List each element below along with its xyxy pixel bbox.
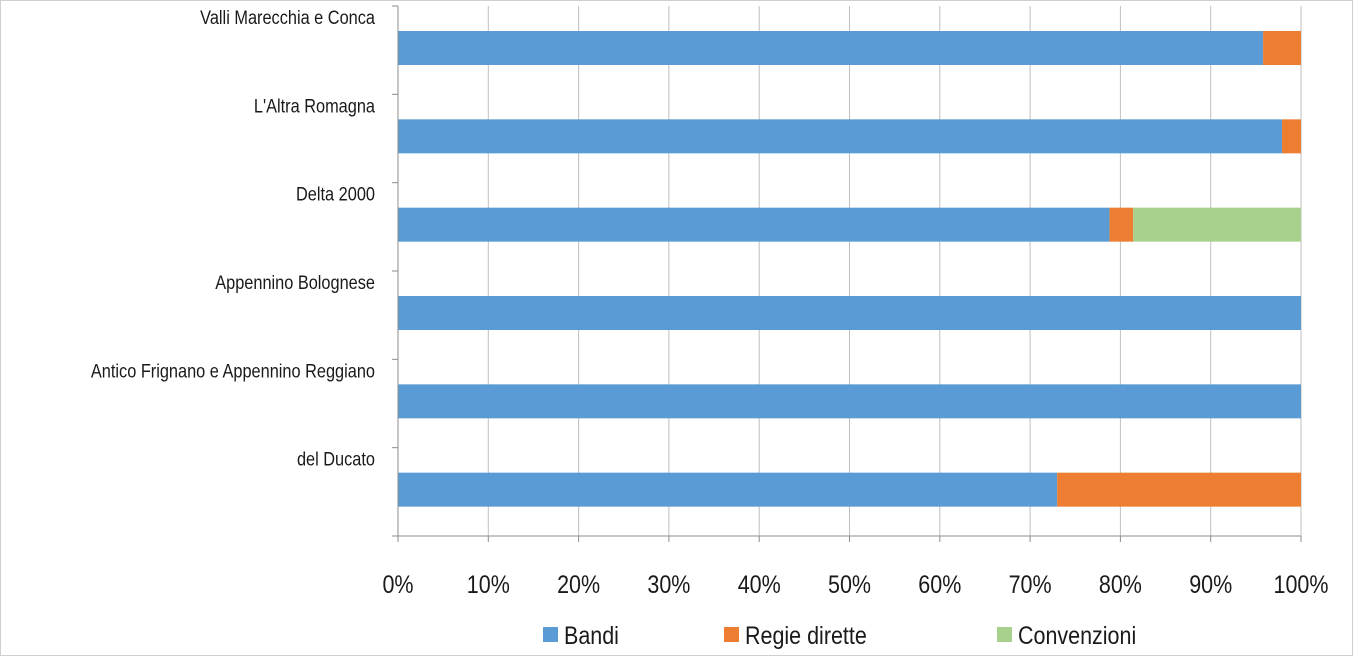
- category-label: Valli Marecchia e Conca: [200, 7, 375, 28]
- legend: Bandi Regie dirette Convenzioni: [543, 621, 1136, 649]
- bar-regie-dirette: [1057, 472, 1301, 507]
- x-tick-labels: 0% 10% 20% 30% 40% 50% 60% 70% 80% 90% 100%: [382, 570, 1328, 598]
- bar-convenzioni: [1133, 207, 1301, 242]
- bar-bandi: [398, 472, 1058, 507]
- category-label: Delta 2000: [296, 184, 375, 205]
- legend-label: Bandi: [564, 621, 619, 649]
- gridlines: [487, 6, 1302, 536]
- bar-bandi: [398, 207, 1110, 242]
- x-tick-label: 40%: [738, 570, 781, 598]
- bar-regie-dirette: [1109, 207, 1134, 242]
- bar-bandi: [398, 119, 1283, 154]
- bar-regie-dirette: [1282, 119, 1301, 154]
- x-tick-label: 20%: [557, 570, 600, 598]
- legend-label: Convenzioni: [1018, 621, 1136, 649]
- legend-swatch: [997, 627, 1012, 642]
- x-tick-label: 60%: [918, 570, 961, 598]
- bar-regie-dirette: [1263, 31, 1301, 65]
- category-label: Antico Frignano e Appennino Reggiano: [91, 360, 375, 381]
- x-tick-label: 50%: [828, 570, 871, 598]
- bars: [398, 31, 1301, 507]
- bar-bandi: [398, 296, 1301, 330]
- category-labels: Valli Marecchia e Conca L'Altra Romagna De…: [91, 7, 375, 470]
- x-tick-label: 0%: [382, 570, 413, 598]
- x-tick-label: 70%: [1009, 570, 1052, 598]
- bar-bandi: [398, 31, 1264, 65]
- x-tick-label: 10%: [467, 570, 510, 598]
- legend-item-convenzioni: Convenzioni: [997, 621, 1136, 649]
- category-label: L'Altra Romagna: [254, 95, 375, 116]
- axes: [392, 5, 1302, 542]
- category-label: del Ducato: [297, 449, 375, 470]
- legend-label: Regie dirette: [745, 621, 867, 649]
- x-tick-label: 90%: [1189, 570, 1232, 598]
- x-tick-label: 100%: [1274, 570, 1329, 598]
- legend-swatch: [724, 627, 739, 642]
- legend-item-regie-dirette: Regie dirette: [724, 621, 867, 649]
- x-tick-label: 80%: [1099, 570, 1142, 598]
- legend-item-bandi: Bandi: [543, 621, 619, 649]
- x-tick-label: 30%: [647, 570, 690, 598]
- category-label: Appennino Bolognese: [215, 272, 375, 293]
- bar-bandi: [398, 384, 1301, 419]
- legend-swatch: [543, 627, 558, 642]
